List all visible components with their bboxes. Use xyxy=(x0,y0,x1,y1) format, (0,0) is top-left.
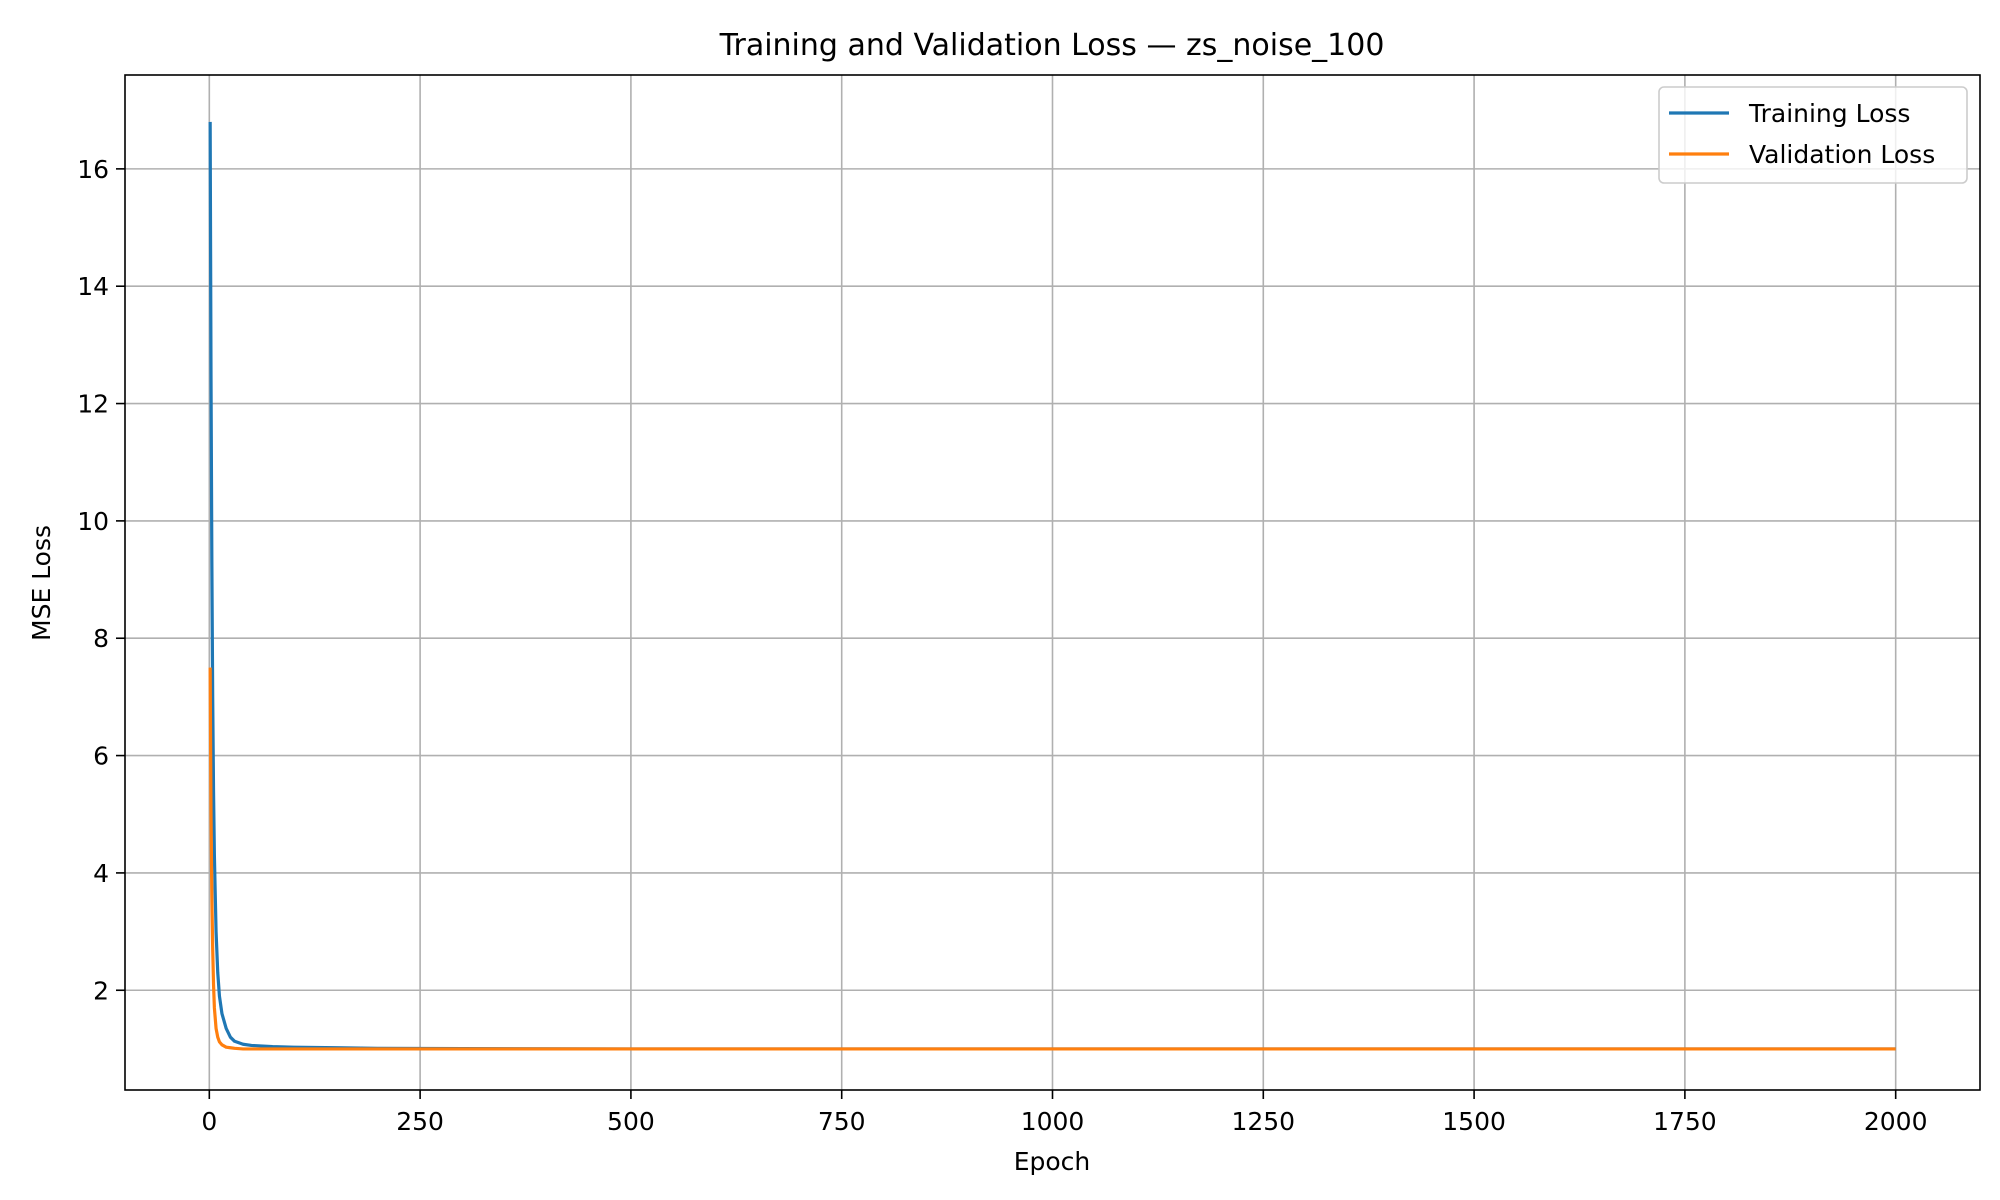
y-tick-label: 4 xyxy=(93,859,109,888)
grid xyxy=(125,75,1980,1090)
x-tick-label: 750 xyxy=(818,1107,866,1136)
y-tick-label: 8 xyxy=(93,624,109,653)
chart-title: Training and Validation Loss — zs_noise_… xyxy=(719,28,1385,63)
y-tick-label: 10 xyxy=(77,507,109,536)
x-axis-ticks: 0 250 500 750 1000 1250 1500 1750 2000 xyxy=(201,1090,1927,1136)
legend-label: Training Loss xyxy=(1748,99,1910,128)
y-axis-ticks: 2 4 6 8 10 12 14 16 xyxy=(77,155,125,1005)
y-tick-label: 12 xyxy=(77,390,109,419)
series-lines xyxy=(208,121,1896,1051)
legend: Training Loss Validation Loss xyxy=(1658,86,1968,184)
x-tick-label: 500 xyxy=(607,1107,655,1136)
y-tick-label: 2 xyxy=(93,976,109,1005)
x-tick-label: 250 xyxy=(396,1107,444,1136)
x-tick-label: 1750 xyxy=(1653,1107,1717,1136)
y-axis-label: MSE Loss xyxy=(27,525,56,641)
legend-label: Validation Loss xyxy=(1749,140,1935,169)
y-tick-label: 14 xyxy=(77,272,109,301)
y-tick-label: 6 xyxy=(93,742,109,771)
x-tick-label: 0 xyxy=(201,1107,217,1136)
y-tick-label: 16 xyxy=(77,155,109,184)
validation-loss-line xyxy=(208,667,1896,1051)
x-tick-label: 1250 xyxy=(1231,1107,1295,1136)
x-axis-label: Epoch xyxy=(1014,1147,1091,1176)
x-tick-label: 2000 xyxy=(1864,1107,1928,1136)
legend-box xyxy=(1658,86,1968,184)
x-tick-label: 1000 xyxy=(1021,1107,1085,1136)
x-tick-label: 1500 xyxy=(1442,1107,1506,1136)
